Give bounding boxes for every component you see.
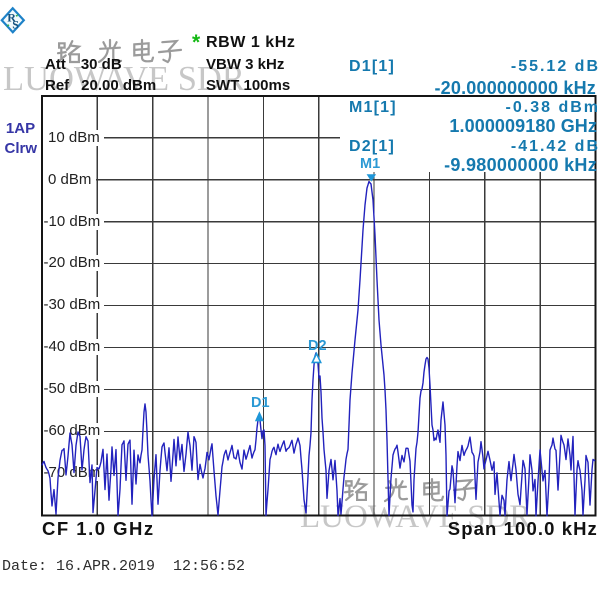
svg-text:S: S [12, 18, 19, 32]
svg-text:R: R [7, 11, 16, 25]
